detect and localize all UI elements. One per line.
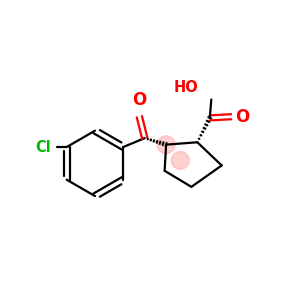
Circle shape — [171, 152, 189, 169]
Text: O: O — [132, 91, 146, 109]
Text: Cl: Cl — [35, 140, 51, 154]
Text: O: O — [235, 108, 249, 126]
Text: HO: HO — [174, 80, 199, 95]
Circle shape — [157, 136, 175, 154]
